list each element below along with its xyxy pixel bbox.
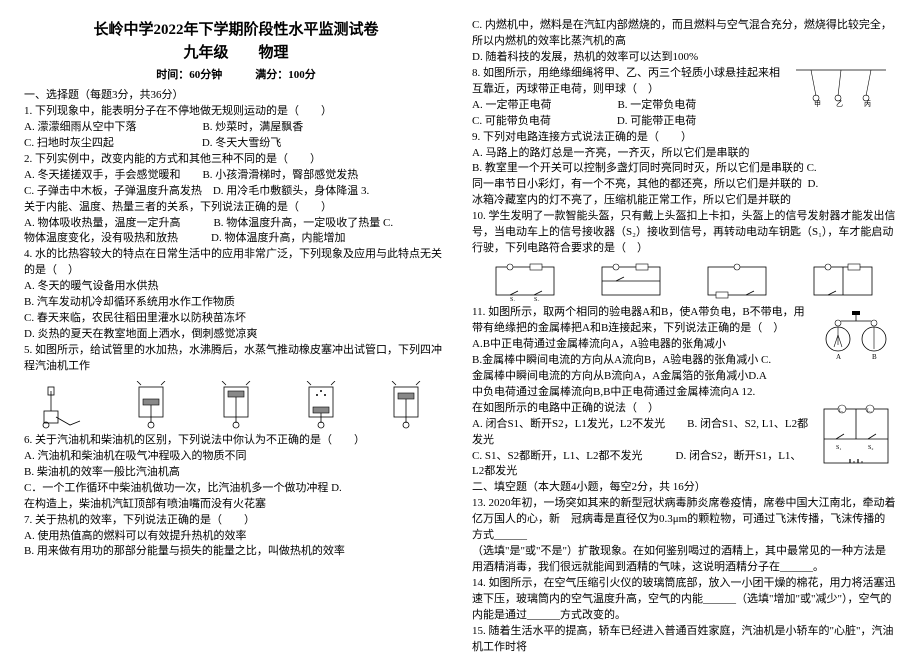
engine-stroke-3 (291, 381, 351, 429)
question-1: 1. 下列现象中，能表明分子在不停地做无规则运动的是（ ） (24, 104, 448, 120)
q9-opt-a: A. 马路上的路灯总是一齐亮，一齐灭，所以它们是串联的 (472, 146, 896, 162)
q7-opt-c: C. 内燃机中，燃料是在汽缸内部燃烧的，而且燃料与空气混合充分，燃烧得比较完全，… (472, 18, 896, 50)
q11-opt-c: 金属棒中瞬间电流的方向从B流向A，A金属箔的张角减小D.A (472, 369, 896, 385)
q1-opt-c: C. 扫地时灰尘四起 (24, 137, 114, 149)
paper-title: 长岭中学2022年下学期阶段性水平监测试卷 (24, 18, 448, 39)
right-column: C. 内燃机中，燃料是在汽缸内部燃烧的，而且燃料与空气混合充分，燃烧得比较完全，… (472, 18, 896, 633)
q4-opt-d: D. 炎热的夏天在教室地面上洒水，倒刺感觉凉爽 (24, 327, 448, 343)
question-9: 9. 下列对电路连接方式说法正确的是（ ） (472, 130, 896, 146)
svg-text:L₁: L₁ (839, 409, 844, 414)
q2-opt-c: C. 子弹击中木板，子弹温度升高发热 (24, 185, 202, 197)
q6-opt-a: A. 汽油机和柴油机在吸气冲程吸入的物质不同 (24, 449, 448, 465)
q1-options: A. 濛濛细雨从空中下落 B. 炒菜时，满屋飘香 (24, 120, 448, 136)
q3-opt-c: 物体温度变化，没有吸热和放热 (24, 232, 178, 244)
question-3: 关于内能、温度、热量三者的关系，下列说法正确的是（ ） (24, 200, 448, 216)
question-2: 2. 下列实例中，改变内能的方式和其他三种不同的是（ ） (24, 152, 448, 168)
question-14: 14. 如图所示，在空气压缩引火仪的玻璃筒底部，放入一小团干燥的棉花，用力将活塞… (472, 576, 896, 624)
q8-opt-a: A. 一定带正电荷 (472, 99, 551, 111)
q9-opt-d: 冰箱冷藏室内的灯不亮了，压缩机能正常工作，所以它们是并联的 (472, 193, 896, 209)
q12-opt-c: C. S1、S2都断开，L1、L2都不发光 (472, 450, 643, 462)
q3-opt-d: D. 物体温度升高，内能增加 (211, 232, 345, 244)
q12-opt-a: A. 闭合S1、断开S2，L1发光，L2不发光 (472, 418, 665, 430)
question-4: 4. 水的比热容较大的特点在日常生活中的应用非常广泛，下列现象及应用与此特点无关… (24, 247, 448, 279)
q6-opt-d: 在构造上，柴油机汽缸顶部有喷油嘴而没有火花塞 (24, 497, 448, 513)
svg-text:甲: 甲 (814, 100, 821, 108)
q2-opt-b: B. 小孩滑滑梯时，臀部感觉发热 (202, 169, 358, 181)
q1-opt-b: B. 炒菜时，满屋飘香 (202, 121, 303, 133)
engine-stroke-1 (121, 381, 181, 429)
circuit-a: S₁ S₂ (490, 261, 560, 301)
engine-figures (24, 379, 448, 429)
circuit-b (596, 261, 666, 301)
svg-text:S₂: S₂ (868, 445, 873, 451)
q3-options2: 物体温度变化，没有吸热和放热 D. 物体温度升高，内能增加 (24, 231, 448, 247)
q4-opt-b: B. 汽车发动机冷却循环系统用水作工作物质 (24, 295, 448, 311)
q7-opt-b: B. 用来做有用功的那部分能量与损失的能量之比，叫做热机的效率 (24, 544, 448, 560)
q3-options: A. 物体吸收热量，温度一定升高 B. 物体温度升高，一定吸收了热量 C. (24, 216, 448, 232)
svg-text:乙: 乙 (836, 100, 843, 108)
circuit-d (808, 261, 878, 301)
q2-opt-d: D. 用冷毛巾敷额头，身体降温 3. (213, 185, 369, 197)
q6-opt-b: B. 柴油机的效率一般比汽油机高 (24, 465, 448, 481)
q3-opt-a: A. 物体吸收热量，温度一定升高 (24, 217, 180, 229)
section-heading: 一、选择题（每题3分，共36分） (24, 88, 448, 104)
left-column: 长岭中学2022年下学期阶段性水平监测试卷 九年级 物理 时间：60分钟 满分：… (24, 18, 448, 633)
q6-opt-c: C．一个工作循环中柴油机做功一次，比汽油机多一个做功冲程 D. (24, 481, 448, 497)
svg-text:丙: 丙 (864, 100, 871, 108)
engine-stroke-2 (206, 381, 266, 429)
q1-opt-a: A. 濛濛细雨从空中下落 (24, 121, 136, 133)
paper-meta: 时间：60分钟 满分：100分 (24, 66, 448, 82)
q7-opt-d: D. 随着科技的发展，热机的效率可以达到100% (472, 50, 896, 66)
q4-opt-a: A. 冬天的暖气设备用水供热 (24, 279, 448, 295)
q4-opt-c: C. 春天来临，农民往稻田里灌水以防秧苗冻坏 (24, 311, 448, 327)
svg-text:L₂: L₂ (867, 409, 872, 414)
engine-stroke-4 (376, 381, 436, 429)
question-10: 10. 学生发明了一款智能头盔，只有戴上头盔扣上卡扣，头盔上的信号发射器才能发出… (472, 209, 896, 257)
q1-opt-d: D. 冬天大雪纷飞 (202, 137, 281, 149)
svg-text:S₂: S₂ (534, 297, 539, 301)
q11-opt-d: 中负电荷通过金属棒流向B,B中正电荷通过金属棒流向A 12. (472, 385, 896, 401)
q1-options2: C. 扫地时灰尘四起 D. 冬天大雪纷飞 (24, 136, 448, 152)
q8-opt-c: C. 可能带负电荷 (472, 115, 551, 127)
q8-opt-d: D. 可能带正电荷 (617, 115, 696, 127)
q3-opt-b: B. 物体温度升高，一定吸收了热量 C. (213, 217, 393, 229)
q2-options2: C. 子弹击中木板，子弹温度升高发热 D. 用冷毛巾敷额头，身体降温 3. (24, 184, 448, 200)
svg-text:S₁: S₁ (510, 297, 515, 301)
paper-subtitle: 九年级 物理 (24, 41, 448, 62)
svg-text:A: A (836, 353, 841, 361)
q9-opt-c: 同一串节日小彩灯，有一个不亮，其他的都还亮，所以它们是并联的 D. (472, 177, 896, 193)
svg-text:S₁: S₁ (836, 445, 841, 451)
question-13b: （选填"是"或"不是"）扩散现象。在如何鉴别喝过的酒精上，其中最常见的一种方法是… (472, 544, 896, 576)
question-6: 6. 关于汽油机和柴油机的区别，下列说法中你认为不正确的是（ ） (24, 433, 448, 449)
question-5: 5. 如图所示，给试管里的水加热，水沸腾后，水蒸气推动橡皮塞冲出试管口，下列四冲… (24, 343, 448, 375)
circuit-c (702, 261, 772, 301)
question-7: 7. 关于热机的效率，下列说法正确的是（ ） (24, 513, 448, 529)
svg-text:B: B (872, 353, 877, 361)
q2-options: A. 冬天搓搓双手，手会感觉暖和 B. 小孩滑滑梯时，臀部感觉发热 (24, 168, 448, 184)
q8-options2: C. 可能带负电荷 D. 可能带正电荷 (472, 114, 896, 130)
question-13: 13. 2020年初，一场突如其来的新型冠状病毒肺炎席卷疫情，席卷中国大江南北，… (472, 496, 896, 544)
q2-opt-a: A. 冬天搓搓双手，手会感觉暖和 (24, 169, 180, 181)
electroscope-figure: A B (816, 305, 896, 363)
q9-opt-b: B. 教室里一个开关可以控制多盏灯同时亮同时灭，所以它们是串联的 C. (472, 161, 896, 177)
circuit-figures: S₁ S₂ (472, 261, 896, 301)
pendulum-figure: 甲 乙 丙 (786, 66, 896, 108)
q12-circuit-figure: L₁ L₂ S₁ S₂ (816, 401, 896, 471)
section-2-heading: 二、填空题（本大题4小题，每空2分，共 16分） (472, 480, 896, 496)
q7-opt-a: A. 使用热值高的燃料可以有效提升热机的效率 (24, 529, 448, 545)
q8-opt-b: B. 一定带负电荷 (617, 99, 696, 111)
beaker-figure (36, 381, 96, 429)
